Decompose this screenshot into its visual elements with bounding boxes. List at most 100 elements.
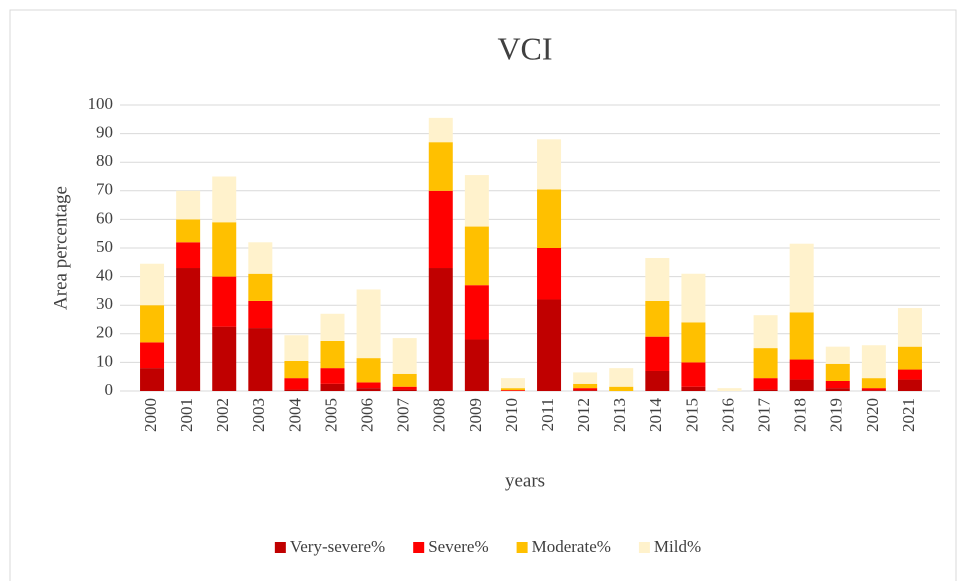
bar-segment <box>897 308 922 347</box>
y-tick-label: 50 <box>96 237 113 256</box>
bar-segment <box>212 276 237 327</box>
x-tick-label: 2002 <box>213 398 232 432</box>
y-tick-label: 70 <box>96 180 113 199</box>
bar-segment <box>320 313 345 341</box>
x-tick-label: 2013 <box>610 398 629 432</box>
bar-segment <box>645 370 670 391</box>
bar-segment <box>392 373 417 387</box>
bar-segment <box>284 360 309 379</box>
bar-segment <box>537 299 562 391</box>
bar-segment <box>176 242 201 269</box>
bar-segment <box>789 312 814 360</box>
x-tick-label: 2020 <box>863 398 882 432</box>
y-tick-label: 0 <box>105 380 114 399</box>
bar-segment <box>284 389 309 391</box>
x-tick-label: 2005 <box>321 398 340 432</box>
bar-segment <box>861 390 886 391</box>
bar-segment <box>645 300 670 337</box>
bar-segment <box>500 388 525 391</box>
bar-segment <box>248 273 273 301</box>
bar-segment <box>428 142 453 191</box>
y-tick-label: 40 <box>96 266 113 285</box>
bar-segment <box>356 289 381 359</box>
bar-segment <box>789 359 814 380</box>
bar-segment <box>753 389 778 391</box>
bar-segment <box>248 328 273 391</box>
x-axis-label: years <box>505 470 545 491</box>
bar-segment <box>464 175 489 227</box>
bar-segment <box>464 226 489 286</box>
y-tick-label: 90 <box>96 123 113 142</box>
bar-segment <box>320 383 345 391</box>
bar-segment <box>753 378 778 390</box>
legend-swatch <box>274 542 286 553</box>
bar-segment <box>825 380 850 389</box>
x-tick-label: 2019 <box>827 398 846 432</box>
bar-segment <box>609 386 634 391</box>
legend-swatch <box>516 542 528 553</box>
bar-segment <box>861 345 886 379</box>
bar-segment <box>645 258 670 301</box>
bar-segment <box>176 190 201 220</box>
x-tick-label: 2004 <box>285 398 304 433</box>
bar-segment <box>789 243 814 313</box>
bar-segment <box>717 388 742 391</box>
bar-segment <box>176 268 201 391</box>
bar-segment <box>897 346 922 370</box>
x-tick-label: 2015 <box>682 398 701 432</box>
bar-segment <box>537 189 562 248</box>
bar-segment <box>356 382 381 389</box>
bar-segment <box>681 273 706 323</box>
bar-segment <box>356 388 381 391</box>
y-axis-label: Area percentage <box>50 186 71 310</box>
x-tick-label: 2001 <box>177 398 196 432</box>
bar-segment <box>753 348 778 379</box>
x-tick-label: 2018 <box>791 398 810 432</box>
bar-segment <box>609 368 634 387</box>
x-tick-label: 2021 <box>899 398 918 432</box>
bar-segment <box>681 386 706 391</box>
legend-label: Mild% <box>654 537 701 556</box>
x-tick-label: 2006 <box>357 398 376 432</box>
bar-segment <box>464 339 489 391</box>
x-tick-label: 2014 <box>646 398 665 433</box>
x-tick-label: 2011 <box>538 398 557 431</box>
bar-segment <box>537 139 562 190</box>
bar-segment <box>248 300 273 329</box>
bar-segment <box>392 338 417 374</box>
bar-segment <box>897 379 922 391</box>
y-tick-label: 60 <box>96 208 113 227</box>
bar-segment <box>212 222 237 277</box>
bar-segment <box>428 268 453 391</box>
y-tick-label: 80 <box>96 151 113 170</box>
y-tick-label: 100 <box>88 94 114 113</box>
legend-swatch <box>413 542 425 553</box>
x-tick-label: 2000 <box>141 398 160 432</box>
bar-segment <box>356 358 381 383</box>
bar-segment <box>500 378 525 389</box>
bar-segment <box>140 305 165 343</box>
x-tick-label: 2008 <box>430 398 449 432</box>
bar-segment <box>573 390 598 391</box>
bar-segment <box>645 336 670 371</box>
bar-segment <box>284 378 309 390</box>
x-tick-label: 2007 <box>394 398 413 433</box>
bar-segment <box>897 369 922 380</box>
bar-segment <box>320 368 345 384</box>
bar-segment <box>140 342 165 369</box>
bar-segment <box>681 322 706 363</box>
bar-segment <box>320 340 345 369</box>
bar-segment <box>464 285 489 340</box>
bar-segment <box>248 242 273 274</box>
bar-segment <box>392 386 417 390</box>
y-tick-label: 30 <box>96 294 113 313</box>
bar-segment <box>573 383 598 389</box>
bar-segment <box>428 190 453 269</box>
x-tick-label: 2017 <box>754 398 773 433</box>
bar-segment <box>212 176 237 223</box>
bar-segment <box>825 346 850 364</box>
legend-swatch <box>638 542 650 553</box>
x-tick-label: 2003 <box>249 398 268 432</box>
bar-segment <box>212 326 237 391</box>
